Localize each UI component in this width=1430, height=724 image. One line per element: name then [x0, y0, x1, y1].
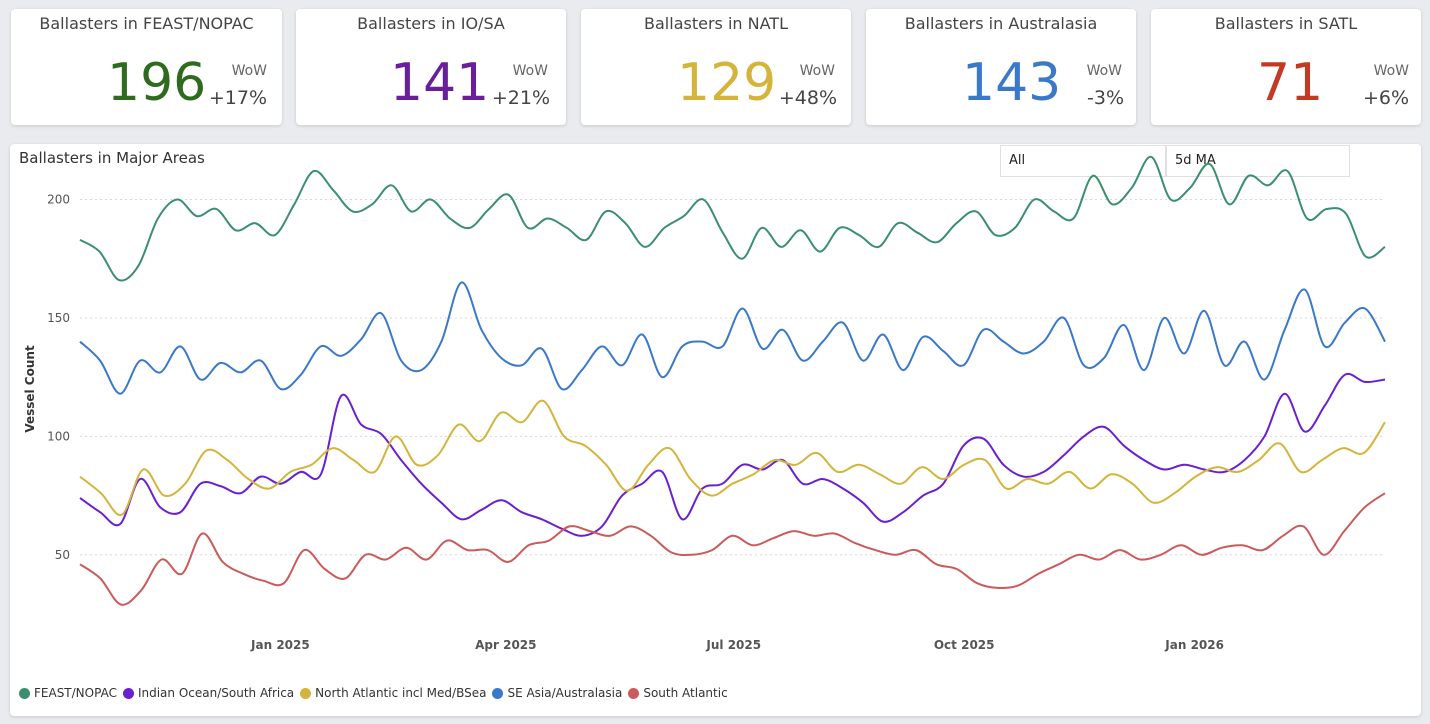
legend-label: SE Asia/Australasia: [507, 686, 623, 700]
kpi-card-natl: Ballasters in NATL 129 WoW +48%: [581, 9, 851, 125]
y-tick-label: 200: [47, 193, 70, 207]
kpi-card-satl: Ballasters in SATL 71 WoW +6%: [1151, 9, 1421, 125]
axes: 50 100 150 200 Jan 2025 Apr 2025 Jul 2025 Oct 2…: [23, 193, 1224, 652]
kpi-card-io-sa: Ballasters in IO/SA 141 WoW +21%: [296, 9, 566, 125]
legend-marker: [122, 687, 134, 699]
kpi-wow-label: WoW: [512, 63, 548, 79]
kpi-wow-label: WoW: [799, 63, 835, 79]
legend-marker: [628, 687, 640, 699]
series-lines: [79, 155, 1386, 606]
x-tick-label: Jul 2025: [705, 638, 761, 652]
kpi-title: Ballasters in IO/SA: [357, 14, 505, 33]
chart-title: Ballasters in Major Areas: [19, 149, 205, 167]
kpi-wow-value: +6%: [1362, 87, 1409, 109]
legend-item-north-atlantic[interactable]: North Atlantic incl Med/BSea: [300, 686, 486, 700]
series-line-feast-nopac[interactable]: [79, 155, 1386, 282]
kpi-wow-value: +21%: [491, 87, 550, 109]
kpi-title: Ballasters in FEAST/NOPAC: [39, 14, 254, 33]
series-line-se-asia-australasia[interactable]: [79, 281, 1386, 395]
chart-card: Ballasters in Major Areas All 5d MA 50 10…: [10, 144, 1421, 716]
kpi-title: Ballasters in NATL: [644, 14, 788, 33]
legend-item-south-atlantic[interactable]: South Atlantic: [628, 686, 728, 700]
kpi-card-australasia: Ballasters in Australasia 143 WoW -3%: [866, 9, 1136, 125]
y-tick-label: 100: [47, 429, 70, 443]
y-tick-label: 50: [55, 548, 70, 562]
kpi-value: 71: [1257, 53, 1324, 113]
kpi-value: 141: [390, 53, 490, 113]
y-axis-label: Vessel Count: [23, 345, 37, 433]
legend-marker: [492, 687, 504, 699]
legend-label: FEAST/NOPAC: [34, 686, 117, 700]
chart-legend: FEAST/NOPAC Indian Ocean/South Africa No…: [19, 686, 734, 700]
legend-marker: [300, 687, 312, 699]
gridlines: [80, 199, 1385, 556]
legend-item-se-asia[interactable]: SE Asia/Australasia: [492, 686, 622, 700]
x-tick-label: Apr 2025: [475, 638, 536, 652]
legend-label: North Atlantic incl Med/BSea: [315, 686, 487, 700]
kpi-wow-label: WoW: [1086, 63, 1122, 79]
x-tick-label: Oct 2025: [934, 638, 995, 652]
series-line-indian-ocean-south-africa[interactable]: [79, 372, 1386, 537]
kpi-value: 143: [962, 53, 1062, 113]
legend-item-feast-nopac[interactable]: FEAST/NOPAC: [19, 686, 117, 700]
kpi-value: 196: [107, 53, 207, 113]
legend-label: South Atlantic: [643, 686, 728, 700]
series-line-north-atlantic-incl-med-bsea[interactable]: [79, 399, 1386, 516]
y-tick-label: 150: [47, 311, 70, 325]
line-chart[interactable]: 50 100 150 200 Jan 2025 Apr 2025 Jul 2025 Oct 2…: [10, 144, 1421, 679]
kpi-title: Ballasters in SATL: [1214, 14, 1358, 33]
legend-label: Indian Ocean/South Africa: [137, 686, 295, 700]
x-tick-label: Jan 2025: [250, 638, 310, 652]
kpi-wow-label: WoW: [231, 63, 267, 79]
kpi-card-feast-nopac: Ballasters in FEAST/NOPAC 196 WoW +17%: [11, 9, 282, 125]
kpi-wow-label: WoW: [1373, 63, 1409, 79]
kpi-title: Ballasters in Australasia: [904, 14, 1098, 33]
x-tick-label: Jan 2026: [1164, 638, 1224, 652]
legend-marker: [19, 687, 30, 699]
region-slicer[interactable]: All: [1000, 145, 1166, 177]
legend-item-indian-ocean[interactable]: Indian Ocean/South Africa: [122, 686, 295, 700]
kpi-value: 129: [677, 53, 777, 113]
kpi-wow-value: +17%: [208, 87, 267, 109]
kpi-wow-value: +48%: [778, 87, 837, 109]
kpi-wow-value: -3%: [1087, 87, 1124, 109]
series-line-south-atlantic[interactable]: [79, 492, 1386, 606]
